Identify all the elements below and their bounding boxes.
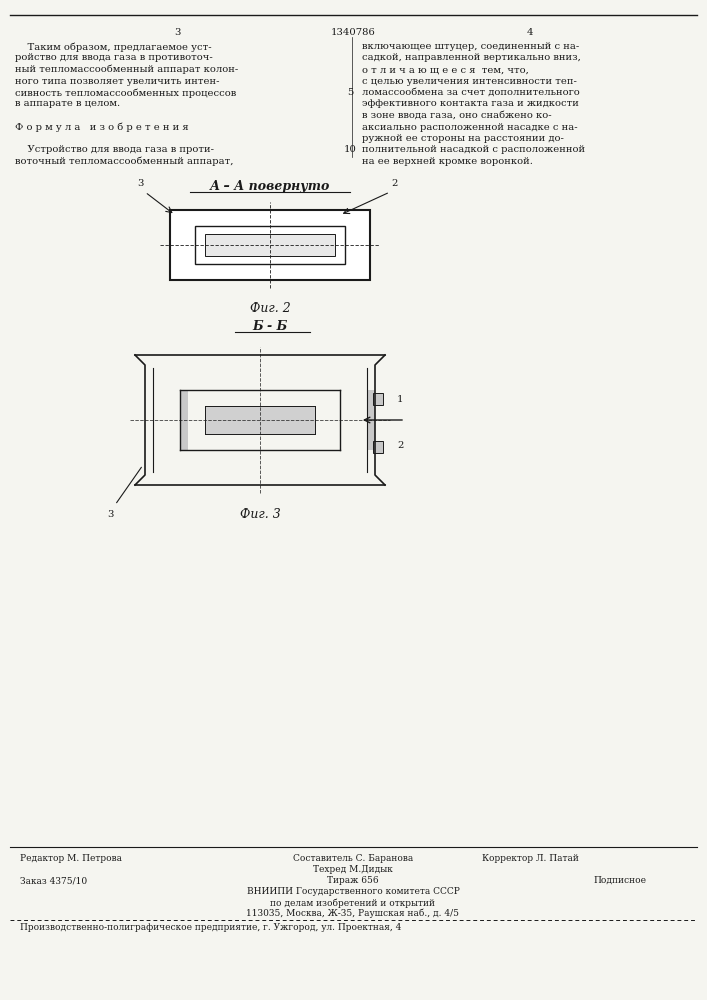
- Text: 4: 4: [527, 28, 533, 37]
- Text: 2: 2: [397, 440, 404, 450]
- Text: ного типа позволяет увеличить интен-: ного типа позволяет увеличить интен-: [15, 77, 219, 86]
- Bar: [170, 210, 370, 280]
- Text: 1: 1: [397, 395, 404, 404]
- Text: садкой, направленной вертикально вниз,: садкой, направленной вертикально вниз,: [362, 53, 581, 62]
- Text: Редактор М. Петрова: Редактор М. Петрова: [20, 854, 122, 863]
- Text: Ф о р м у л а   и з о б р е т е н и я: Ф о р м у л а и з о б р е т е н и я: [15, 122, 189, 132]
- Text: 5: 5: [347, 88, 354, 97]
- Text: ройство для ввода газа в противоточ-: ройство для ввода газа в противоточ-: [15, 53, 213, 62]
- Text: Таким образом, предлагаемое уст-: Таким образом, предлагаемое уст-: [15, 42, 211, 51]
- Text: ломассообмена за счет дополнительного: ломассообмена за счет дополнительного: [362, 88, 580, 97]
- Text: 3: 3: [137, 179, 144, 188]
- Text: Заказ 4375/10: Заказ 4375/10: [20, 876, 87, 885]
- Text: на ее верхней кромке воронкой.: на ее верхней кромке воронкой.: [362, 157, 533, 166]
- Text: полнительной насадкой с расположенной: полнительной насадкой с расположенной: [362, 145, 585, 154]
- Text: Техред М.Дидык: Техред М.Дидык: [313, 865, 393, 874]
- Text: ружной ее стороны на расстоянии до-: ружной ее стороны на расстоянии до-: [362, 134, 564, 143]
- Bar: [367, 390, 375, 450]
- Text: 1340786: 1340786: [331, 28, 375, 37]
- Text: о т л и ч а ю щ е е с я  тем, что,: о т л и ч а ю щ е е с я тем, что,: [362, 65, 529, 74]
- Text: по делам изобретений и открытий: по делам изобретений и открытий: [271, 898, 436, 908]
- Text: с целью увеличения интенсивности теп-: с целью увеличения интенсивности теп-: [362, 77, 577, 86]
- Text: сивность тепломассообменных процессов: сивность тепломассообменных процессов: [15, 88, 236, 98]
- Text: в зоне ввода газа, оно снабжено ко-: в зоне ввода газа, оно снабжено ко-: [362, 111, 551, 120]
- Text: аксиально расположенной насадке с на-: аксиально расположенной насадке с на-: [362, 122, 578, 131]
- Text: Подписное: Подписное: [593, 876, 646, 885]
- Text: Составитель С. Баранова: Составитель С. Баранова: [293, 854, 413, 863]
- Text: Фиг. 3: Фиг. 3: [240, 508, 281, 521]
- Text: в аппарате в целом.: в аппарате в целом.: [15, 100, 120, 108]
- Text: 3: 3: [174, 28, 180, 37]
- Text: эффективного контакта газа и жидкости: эффективного контакта газа и жидкости: [362, 100, 579, 108]
- Text: Устройство для ввода газа в проти-: Устройство для ввода газа в проти-: [15, 145, 214, 154]
- Text: ный тепломассообменный аппарат колон-: ный тепломассообменный аппарат колон-: [15, 65, 238, 75]
- Text: А – А повернуто: А – А повернуто: [210, 180, 330, 193]
- Bar: [180, 390, 188, 450]
- Text: 2: 2: [392, 179, 398, 188]
- Text: Корректор Л. Патай: Корректор Л. Патай: [481, 854, 578, 863]
- Bar: [205, 234, 335, 256]
- Text: Б - Б: Б - Б: [252, 320, 288, 333]
- Text: 10: 10: [344, 145, 356, 154]
- Bar: [373, 441, 383, 453]
- Text: ВНИИПИ Государственного комитета СССР: ВНИИПИ Государственного комитета СССР: [247, 887, 460, 896]
- Bar: [205, 406, 315, 434]
- Text: 3: 3: [107, 510, 113, 519]
- Bar: [195, 226, 345, 264]
- Text: включающее штуцер, соединенный с на-: включающее штуцер, соединенный с на-: [362, 42, 579, 51]
- Text: Фиг. 2: Фиг. 2: [250, 302, 291, 315]
- Text: воточный тепломассообменный аппарат,: воточный тепломассообменный аппарат,: [15, 157, 233, 166]
- Text: 113035, Москва, Ж-35, Раушская наб., д. 4/5: 113035, Москва, Ж-35, Раушская наб., д. …: [247, 909, 460, 918]
- Text: Производственно-полиграфическое предприятие, г. Ужгород, ул. Проектная, 4: Производственно-полиграфическое предприя…: [20, 923, 402, 932]
- Text: Тираж 656: Тираж 656: [327, 876, 379, 885]
- Bar: [373, 393, 383, 405]
